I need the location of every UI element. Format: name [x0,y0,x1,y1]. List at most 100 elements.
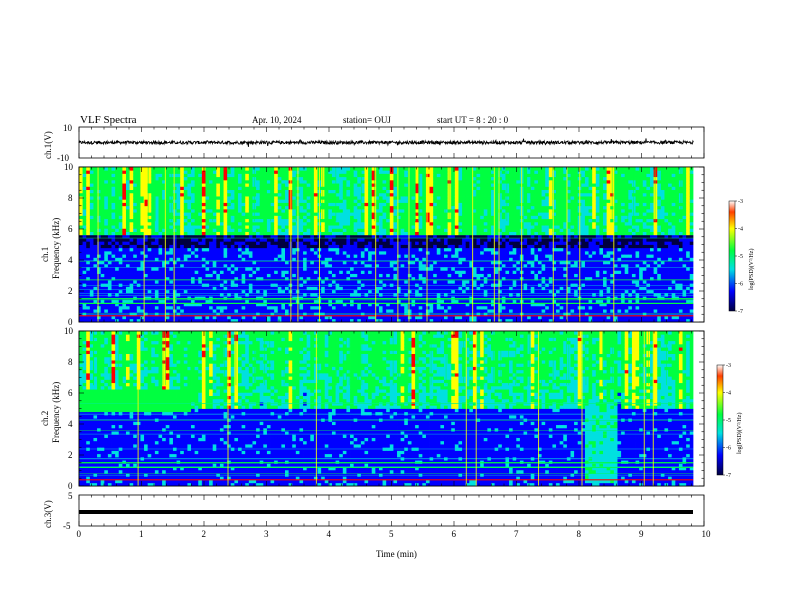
spectrogram-cell [183,205,188,210]
spectrogram-cell [425,254,430,258]
spectrogram-cell [89,170,94,174]
spectrogram-cell [386,309,391,313]
spectrogram-cell [104,263,109,268]
spectrogram-cell [266,241,271,245]
spectrogram-cell [227,189,232,194]
spectrogram-cell [331,247,336,252]
spectrogram-cell [418,231,423,236]
spectrogram-cell [230,250,235,255]
spectrogram-cell [277,170,282,174]
spectrogram-cell [328,309,333,313]
spectrogram-cell [151,260,156,265]
spectrogram-cell [378,202,383,207]
spectrogram-cell [277,260,282,265]
spectrogram-cell [227,267,232,271]
spectrogram-cell [191,280,196,284]
spectrogram-cell [219,302,224,307]
spectrogram-cell [147,241,152,245]
spectrogram-cell [144,305,149,310]
spectrogram-cell [169,250,174,255]
spectrogram-cell [266,167,271,171]
spectrogram-cell [285,296,290,300]
spectrogram-cell [176,196,181,200]
spectrogram-cell [122,263,127,268]
spectrogram-cell [263,299,268,304]
spectrogram-cell [444,254,449,258]
spectrogram-cell [86,273,91,278]
spectrogram-cell [248,280,253,284]
spectrogram-cell [440,189,445,194]
spectrogram-cell [400,167,405,171]
spectrogram-cell [176,305,181,310]
spectrogram-cell [176,299,181,304]
spectrogram-cell [339,186,344,191]
spectrogram-cell [176,202,181,207]
spectrogram-cell [375,192,380,197]
spectrogram-cell [389,315,394,320]
spectrogram-cell [154,231,159,236]
spectrogram-cell [223,289,228,294]
spectrogram-cell [187,189,192,194]
spectrogram-cell [248,292,253,297]
spectrogram-cell [125,215,130,220]
spectrogram-cell [339,173,344,178]
spectrogram-cell [79,179,84,184]
spectrogram-cell [183,270,188,274]
spectrogram-cell [93,228,98,232]
spectrogram-cell [212,231,217,236]
spectrogram-cell [310,176,315,181]
spectrogram-cell [219,186,224,191]
spectrogram-cell [86,221,91,226]
spectrogram-cell [82,276,87,281]
spectrogram-cell [194,302,199,307]
spectrogram-cell [136,292,141,297]
spectrogram-cell [259,228,264,232]
spectrogram-cell [263,186,268,191]
spectrogram-cell [180,318,185,322]
spectrogram-cell [378,173,383,178]
spectrogram-cell [360,299,365,304]
spectrogram-cell [147,257,152,262]
spectrogram-cell [292,231,297,236]
spectrogram-cell [386,231,391,236]
spectrogram-cell [270,221,275,226]
spectrogram-cell [125,244,130,249]
spectrogram-cell [176,208,181,213]
spectrogram-cell [360,276,365,281]
spectrogram-cell [259,280,264,284]
spectrogram-cell [219,179,224,184]
spectrogram-cell [331,270,336,274]
spectrogram-cell [154,250,159,255]
spectrogram-cell [194,192,199,197]
spectrogram-cell [125,231,130,236]
spectrogram-cell [234,238,239,242]
spectrogram-cell [125,212,130,216]
spectrogram-cell [425,189,430,194]
spectrogram-cell [158,263,163,268]
spectrogram-cell [433,286,438,291]
spectrogram-cell [256,218,261,223]
spectrogram-cell [339,309,344,313]
spectrogram-cell [342,199,347,203]
spectrogram-cell [375,221,380,226]
spectrogram-cell [303,302,308,307]
spectrogram-cell [263,218,268,223]
spectrogram-cell [144,212,149,216]
spectrogram-cell [404,238,409,242]
spectrogram-cell [415,247,420,252]
spectrogram-cell [172,292,177,297]
spectrogram-cell [216,228,221,232]
spectrogram-cell [154,167,159,171]
spectrogram-cell [353,189,358,194]
spectrogram-cell [187,296,192,300]
spectrogram-cell [115,208,120,213]
spectrogram-cell [303,299,308,304]
spectrogram-cell [436,179,441,184]
spectrogram-cell [436,167,441,171]
spectrogram-cell [266,218,271,223]
spectrogram-cell [425,247,430,252]
spectrogram-cell [436,244,441,249]
spectrogram-cell [201,299,206,304]
spectrogram-cell [111,234,116,239]
spectrogram-cell [136,283,141,287]
